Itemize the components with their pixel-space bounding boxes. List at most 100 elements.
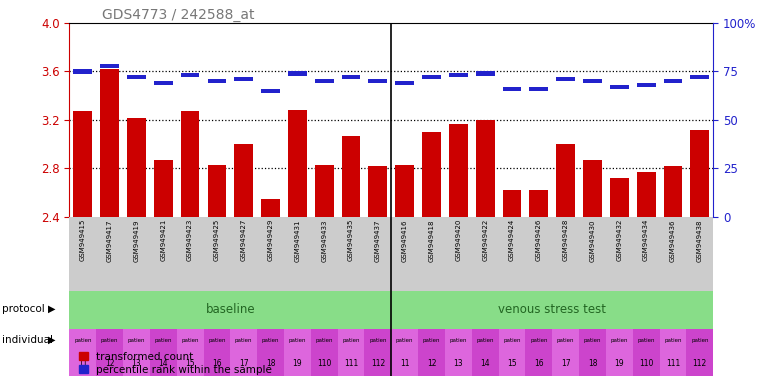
- Bar: [261, 199, 280, 217]
- Text: patien: patien: [503, 338, 520, 343]
- Text: patien: patien: [208, 338, 226, 343]
- Text: 15: 15: [185, 359, 195, 368]
- Bar: [633, 329, 659, 376]
- Bar: [177, 329, 204, 376]
- Text: patien: patien: [476, 338, 494, 343]
- Bar: [445, 329, 472, 376]
- Legend: transformed count, percentile rank within the sample: transformed count, percentile rank withi…: [75, 348, 277, 379]
- Bar: [154, 81, 173, 85]
- Bar: [530, 87, 548, 91]
- Bar: [610, 178, 628, 217]
- Text: 11: 11: [400, 359, 409, 368]
- Bar: [234, 77, 253, 81]
- Text: patien: patien: [423, 338, 440, 343]
- Bar: [396, 165, 414, 217]
- Bar: [123, 329, 150, 376]
- Bar: [686, 329, 713, 376]
- Text: GSM949418: GSM949418: [429, 219, 435, 262]
- Text: 17: 17: [561, 359, 571, 368]
- Bar: [315, 165, 334, 217]
- Bar: [690, 75, 709, 79]
- Text: patien: patien: [128, 338, 145, 343]
- Text: patien: patien: [638, 338, 655, 343]
- Bar: [284, 329, 311, 376]
- Text: GSM949435: GSM949435: [348, 219, 354, 262]
- Bar: [499, 329, 525, 376]
- Text: 15: 15: [507, 359, 517, 368]
- Text: 13: 13: [453, 359, 463, 368]
- Text: GSM949417: GSM949417: [106, 219, 113, 262]
- Bar: [579, 329, 606, 376]
- Text: 18: 18: [588, 359, 598, 368]
- Text: venous stress test: venous stress test: [498, 303, 606, 316]
- Bar: [100, 63, 119, 68]
- Text: 112: 112: [371, 359, 385, 368]
- Bar: [342, 75, 360, 79]
- Bar: [476, 120, 494, 217]
- Bar: [664, 166, 682, 217]
- Bar: [369, 166, 387, 217]
- Bar: [154, 160, 173, 217]
- Bar: [338, 329, 365, 376]
- Bar: [127, 118, 146, 217]
- Bar: [583, 160, 602, 217]
- Bar: [342, 136, 360, 217]
- Bar: [556, 77, 575, 81]
- Text: individual: individual: [2, 335, 52, 345]
- Text: patien: patien: [611, 338, 628, 343]
- Text: patien: patien: [584, 338, 601, 343]
- Text: GSM949427: GSM949427: [241, 219, 247, 262]
- Text: GSM949419: GSM949419: [133, 219, 140, 262]
- Text: patien: patien: [74, 338, 92, 343]
- Text: GSM949434: GSM949434: [643, 219, 649, 262]
- Bar: [606, 329, 633, 376]
- Text: protocol: protocol: [2, 304, 44, 314]
- Text: 19: 19: [614, 359, 624, 368]
- Text: patien: patien: [262, 338, 279, 343]
- Bar: [449, 73, 468, 78]
- Text: 112: 112: [692, 359, 707, 368]
- Text: GSM949420: GSM949420: [456, 219, 461, 262]
- Text: patien: patien: [342, 338, 360, 343]
- Text: GSM949438: GSM949438: [697, 219, 702, 262]
- Bar: [476, 71, 494, 76]
- Text: 111: 111: [344, 359, 359, 368]
- Bar: [231, 329, 258, 376]
- Bar: [150, 329, 177, 376]
- Text: baseline: baseline: [206, 303, 255, 316]
- Text: GSM949430: GSM949430: [590, 219, 595, 262]
- Bar: [96, 329, 123, 376]
- Text: ▶: ▶: [48, 335, 56, 345]
- Bar: [100, 69, 119, 217]
- Text: patien: patien: [315, 338, 333, 343]
- Text: GSM949437: GSM949437: [375, 219, 381, 262]
- Bar: [315, 79, 334, 83]
- Bar: [69, 329, 96, 376]
- Text: patien: patien: [557, 338, 574, 343]
- Bar: [73, 70, 93, 74]
- Bar: [690, 130, 709, 217]
- Bar: [552, 329, 579, 376]
- Bar: [369, 79, 387, 83]
- Bar: [288, 71, 307, 76]
- Text: ▶: ▶: [48, 304, 56, 314]
- Text: 14: 14: [159, 359, 168, 368]
- Text: GSM949423: GSM949423: [187, 219, 193, 262]
- Bar: [261, 89, 280, 93]
- Text: GSM949422: GSM949422: [482, 219, 488, 261]
- Text: GSM949436: GSM949436: [670, 219, 676, 262]
- Bar: [503, 190, 521, 217]
- Bar: [530, 190, 548, 217]
- Bar: [503, 87, 521, 91]
- Text: GSM949431: GSM949431: [295, 219, 301, 262]
- Text: GSM949432: GSM949432: [616, 219, 622, 262]
- Text: GSM949421: GSM949421: [160, 219, 167, 262]
- Text: GSM949425: GSM949425: [214, 219, 220, 261]
- Bar: [392, 329, 418, 376]
- Bar: [423, 75, 441, 79]
- Bar: [423, 132, 441, 217]
- Text: 14: 14: [480, 359, 490, 368]
- Bar: [73, 111, 93, 217]
- Text: 11: 11: [78, 359, 88, 368]
- Bar: [396, 81, 414, 85]
